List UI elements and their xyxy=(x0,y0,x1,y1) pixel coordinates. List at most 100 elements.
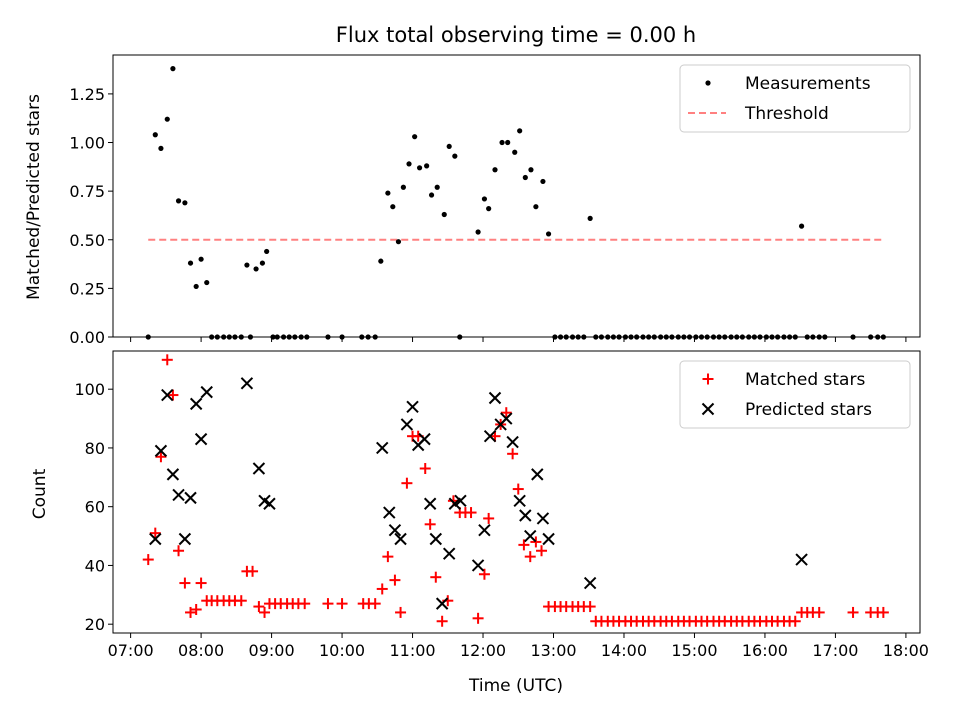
measurement-point xyxy=(575,334,581,340)
matched-star-point xyxy=(472,612,484,624)
measurement-point xyxy=(372,334,378,340)
measurement-point xyxy=(646,334,652,340)
measurement-point xyxy=(616,334,622,340)
measurement-point xyxy=(751,334,757,340)
measurement-point xyxy=(634,334,640,340)
matched-star-point xyxy=(877,606,889,618)
measurement-point xyxy=(214,334,220,340)
legend: Measurements Threshold xyxy=(679,64,911,133)
predicted-star-point xyxy=(542,532,555,546)
measurement-point xyxy=(298,334,304,340)
predicted-star-point xyxy=(154,444,168,458)
matched-star-point xyxy=(179,577,191,589)
predicted-star-point xyxy=(506,435,519,449)
measurement-point xyxy=(486,206,492,212)
matched-star-point xyxy=(847,606,859,618)
bottom-panel: 20 40 60 80 100 07:00 08:00 09:00 10:00 11:00 12:0… xyxy=(74,350,929,660)
measurement-point xyxy=(264,248,270,255)
bottom-y-axis-label: Count xyxy=(30,468,50,519)
measurement-point xyxy=(669,334,675,340)
matched-star-point xyxy=(536,545,548,557)
measurement-point xyxy=(221,334,227,340)
measurement-point xyxy=(441,211,447,218)
matched-star-point xyxy=(322,598,334,610)
measurement-point xyxy=(693,334,699,340)
matched-star-point xyxy=(424,518,436,530)
measurement-point xyxy=(798,223,805,229)
measurement-point xyxy=(457,334,463,340)
matched-star-point xyxy=(382,551,394,563)
measurement-point xyxy=(238,334,244,340)
matched-star-point xyxy=(395,606,407,618)
measurement-point xyxy=(781,334,787,340)
predicted-star-point xyxy=(524,529,537,543)
measurement-point xyxy=(304,334,310,340)
y-tick-label: 1.25 xyxy=(69,85,105,104)
measurement-point xyxy=(545,231,552,237)
measurement-point xyxy=(280,334,287,340)
measurement-point xyxy=(628,334,634,340)
measurement-point xyxy=(385,190,391,196)
predicted-star-point xyxy=(383,506,396,519)
measurement-point xyxy=(746,334,752,340)
measurement-point xyxy=(622,334,628,340)
x-tick-label: 11:00 xyxy=(389,641,435,660)
measurement-point xyxy=(792,334,798,340)
measurement-point xyxy=(452,153,458,159)
measurement-point xyxy=(481,196,488,202)
measurement-point xyxy=(681,334,687,340)
measurement-point xyxy=(850,334,856,340)
measurement-point xyxy=(663,334,669,340)
measurement-point xyxy=(769,334,775,340)
predicted-star-point xyxy=(519,509,532,522)
predicted-star-point xyxy=(483,429,497,443)
matched-star-point xyxy=(142,554,154,566)
x-tick-label: 16:00 xyxy=(742,641,788,660)
matched-star-point xyxy=(235,595,247,607)
matched-star-point xyxy=(530,536,542,548)
measurement-point xyxy=(187,260,194,266)
matched-star-point xyxy=(149,527,161,539)
chart-title: Flux total observing time = 0.00 h xyxy=(336,23,696,47)
measurement-point xyxy=(734,334,740,340)
matched-star-point xyxy=(512,483,524,495)
measurement-point xyxy=(804,334,810,340)
measurement-point xyxy=(182,200,188,206)
measurement-point xyxy=(716,334,722,340)
measurement-point xyxy=(563,334,569,340)
predicted-star-point xyxy=(161,388,174,402)
y-tick-label: 0.00 xyxy=(69,328,105,347)
measurement-point xyxy=(365,334,371,340)
measurement-point xyxy=(698,334,705,340)
predicted-star-point xyxy=(454,494,467,508)
predicted-star-point xyxy=(252,462,266,475)
measurement-point xyxy=(775,334,781,340)
matched-star-point xyxy=(419,463,431,474)
predicted-star-point xyxy=(194,432,208,446)
measurement-point xyxy=(226,334,232,340)
measurement-point xyxy=(651,334,657,340)
measurement-point xyxy=(253,266,259,272)
legend-marker xyxy=(705,80,711,86)
predicted-star-point xyxy=(429,532,443,546)
matched-star-point xyxy=(507,448,519,460)
measurement-point xyxy=(412,134,418,140)
measurement-point xyxy=(198,256,204,262)
measurement-point xyxy=(787,334,793,340)
measurement-point xyxy=(640,334,646,340)
measurement-point xyxy=(763,334,769,340)
predicted-star-point xyxy=(166,468,180,481)
measurement-point xyxy=(428,192,435,198)
measurement-point xyxy=(704,334,710,340)
predicted-star-point xyxy=(418,432,431,446)
measurement-point xyxy=(232,334,238,340)
y-tick-label: 0.25 xyxy=(69,279,105,298)
predicted-star-point xyxy=(200,385,213,399)
matched-star-point xyxy=(253,601,265,613)
y-tick-label: 0.50 xyxy=(69,231,105,250)
matched-star-point xyxy=(376,583,388,595)
x-tick-label: 09:00 xyxy=(249,641,295,660)
measurement-point xyxy=(359,334,365,340)
matched-star-point xyxy=(436,615,448,627)
measurement-point xyxy=(505,139,511,146)
